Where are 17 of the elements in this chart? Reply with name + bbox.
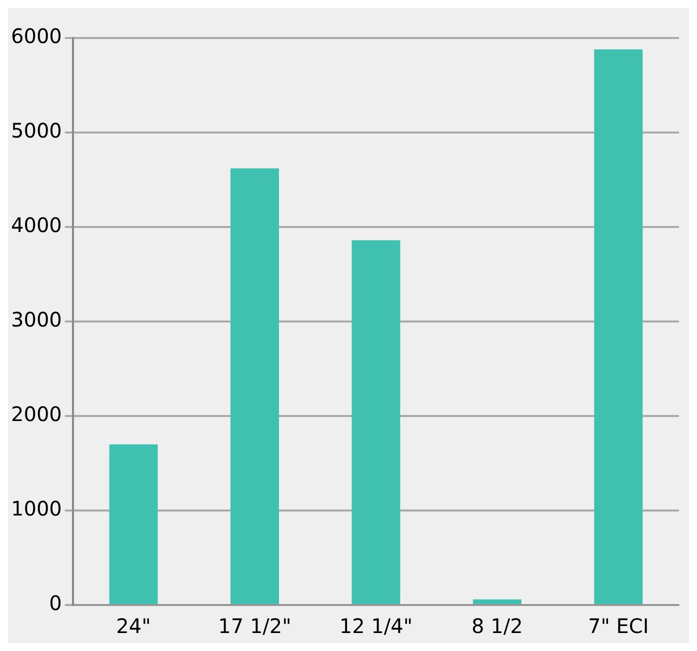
x-tick-label: 12 1/4"	[339, 614, 413, 638]
x-tick-label: 8 1/2	[472, 614, 523, 638]
y-tick-label: 2000	[10, 402, 62, 426]
bar	[109, 444, 158, 604]
y-tick-label: 5000	[10, 118, 62, 143]
x-tick-label: 17 1/2"	[218, 614, 292, 638]
bar	[594, 49, 643, 604]
x-tick-label: 7" ECI	[588, 614, 649, 638]
y-tick-label: 6000	[10, 24, 62, 48]
bar	[472, 599, 522, 604]
y-tick-label: 1000	[10, 496, 62, 521]
bar	[230, 168, 279, 604]
y-tick-label: 3000	[10, 308, 62, 332]
x-tick-label: 24"	[116, 614, 151, 638]
bar	[352, 240, 400, 604]
y-tick-label: 0	[49, 591, 62, 616]
y-tick-label: 4000	[10, 213, 62, 238]
